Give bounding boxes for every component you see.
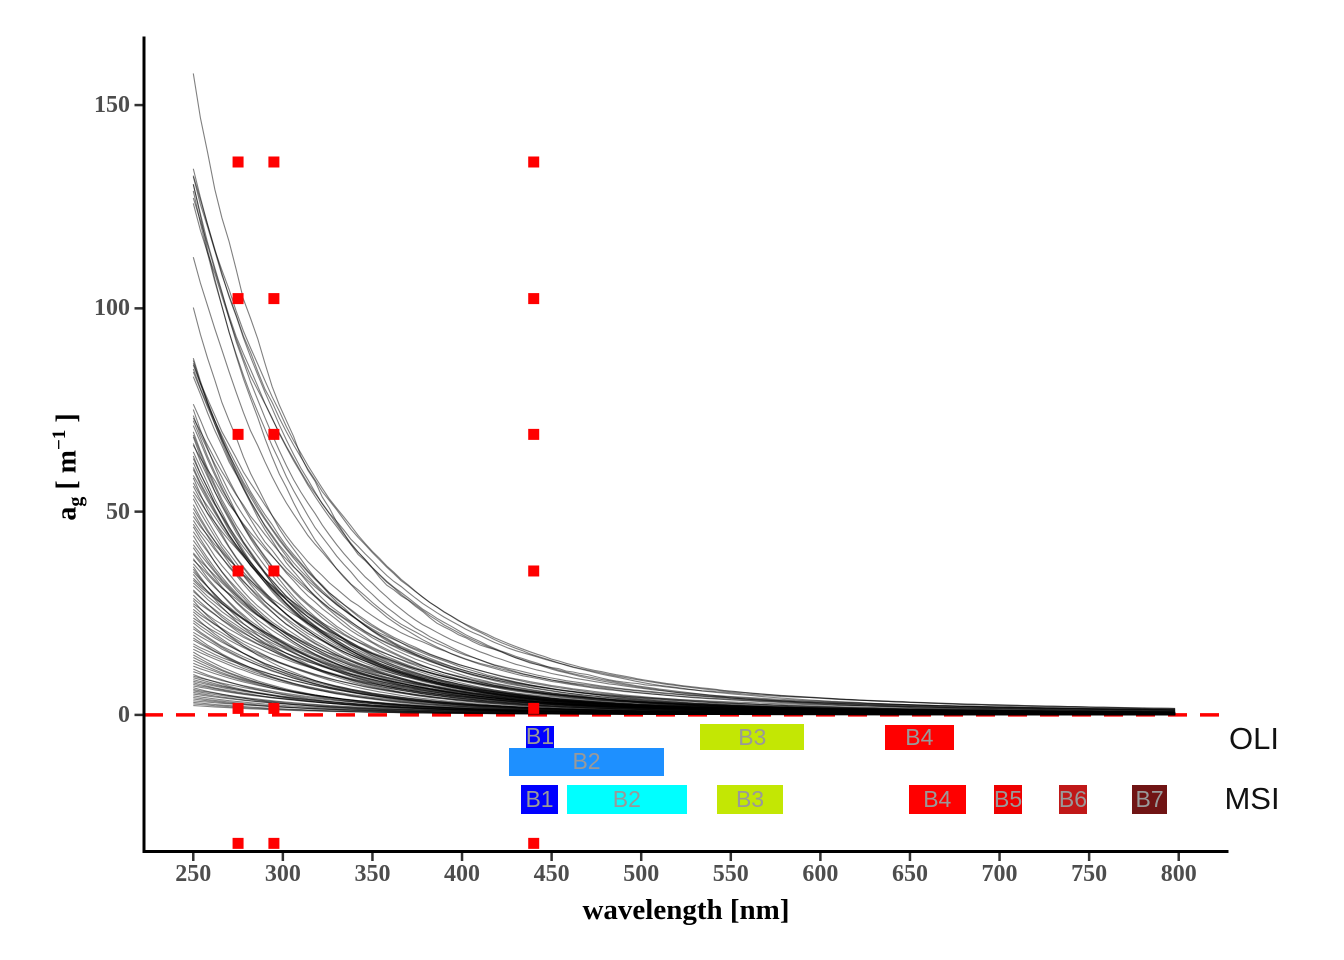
msi-row-label: MSI [1224, 781, 1280, 816]
msi-band-b2: B2 [566, 785, 687, 814]
x-tick-label: 750 [1071, 861, 1108, 887]
x-tick-label: 400 [444, 861, 481, 887]
y-axis-title: ag [ m−1 ] [43, 327, 87, 607]
oli-band-b2: B2 [508, 747, 665, 776]
x-tick-label: 650 [891, 861, 928, 887]
band-label: B4 [905, 724, 934, 750]
msi-band-b1: B1 [521, 785, 558, 814]
y-tick-label: 100 [94, 295, 130, 322]
oli-band-b4: B4 [884, 724, 954, 750]
band-label: B1 [525, 786, 554, 812]
x-tick-label: 800 [1160, 861, 1197, 887]
y-tick-label: 50 [106, 498, 130, 525]
x-axis-title: wavelength [nm] [582, 894, 790, 926]
oli-band-b3: B3 [700, 724, 805, 750]
x-tick-label: 250 [175, 861, 212, 887]
oli-row-label: OLI [1229, 721, 1279, 756]
msi-band-b6: B6 [1058, 785, 1088, 814]
band-label: B2 [572, 748, 601, 775]
band-label: B3 [735, 786, 765, 812]
msi-band-b7: B7 [1132, 785, 1168, 814]
band-label: B6 [1058, 786, 1088, 812]
y-tick-label: 0 [118, 701, 130, 728]
oli-band-b1: B1 [525, 726, 555, 748]
band-label: B1 [525, 726, 555, 748]
band-label: B7 [1135, 786, 1164, 812]
y-title-mid: [ m [51, 450, 83, 497]
x-tick-label: 550 [712, 861, 749, 887]
x-tick-label: 700 [981, 861, 1018, 887]
band-label: B3 [738, 724, 767, 750]
spectra-curves [192, 73, 1176, 716]
red-square-markers [232, 156, 540, 849]
x-tick-label: 350 [354, 861, 391, 887]
x-tick-label: 300 [264, 861, 301, 887]
x-tick-label: 450 [533, 861, 570, 887]
y-title-suffix: ] [51, 413, 83, 430]
y-tick-label: 150 [94, 92, 130, 119]
msi-band-b4: B4 [909, 785, 966, 814]
msi-band-b5: B5 [994, 785, 1022, 814]
x-tick-label: 500 [623, 861, 660, 887]
msi-band-b3: B3 [717, 785, 783, 814]
x-tick-label: 600 [802, 861, 839, 887]
band-label: B5 [994, 786, 1022, 812]
band-label: B2 [612, 786, 641, 812]
y-title-sup: −1 [49, 429, 70, 450]
band-label: B4 [923, 786, 952, 812]
